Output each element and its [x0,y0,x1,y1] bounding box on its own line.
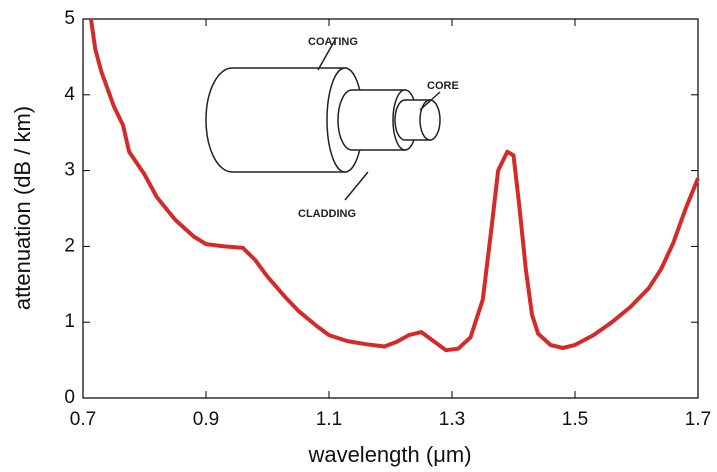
y-tick-label: 3 [64,160,75,181]
x-tick-label: 1.7 [685,409,711,430]
line-series [89,18,700,353]
x-tick-label: 1.3 [439,409,465,430]
annotation: COATING [308,36,358,48]
x-tick-label: 1.5 [562,409,588,430]
x-tick-label: 0.7 [70,409,96,430]
annotation: CLADDING [298,208,356,220]
plot-frame [82,18,699,399]
y-axis-label: attenuation (dB / km) [10,106,35,310]
y-tick-label: 5 [64,8,75,29]
x-tick-label: 1.1 [316,409,342,430]
annotation: CORE [427,80,459,92]
y-tick-label: 1 [64,311,75,332]
y-tick-label: 2 [64,235,75,256]
fiber-diagram: COATING CORE CLADDING [205,36,459,220]
x-tick-label: 0.9 [193,409,219,430]
y-tick-label: 0 [64,387,75,408]
x-axis-label: wavelength (μm) [307,442,471,467]
y-tick-label: 4 [64,84,75,105]
